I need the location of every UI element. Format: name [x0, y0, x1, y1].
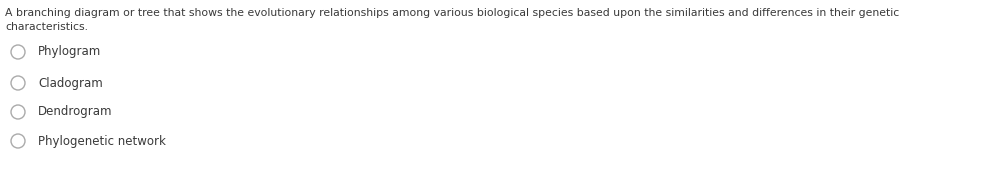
- Text: characteristics.: characteristics.: [5, 22, 88, 32]
- Text: A branching diagram or tree that shows the evolutionary relationships among vari: A branching diagram or tree that shows t…: [5, 8, 899, 18]
- Text: Phylogram: Phylogram: [38, 46, 102, 58]
- Text: Cladogram: Cladogram: [38, 77, 103, 90]
- Text: Dendrogram: Dendrogram: [38, 105, 113, 118]
- Text: Phylogenetic network: Phylogenetic network: [38, 134, 166, 147]
